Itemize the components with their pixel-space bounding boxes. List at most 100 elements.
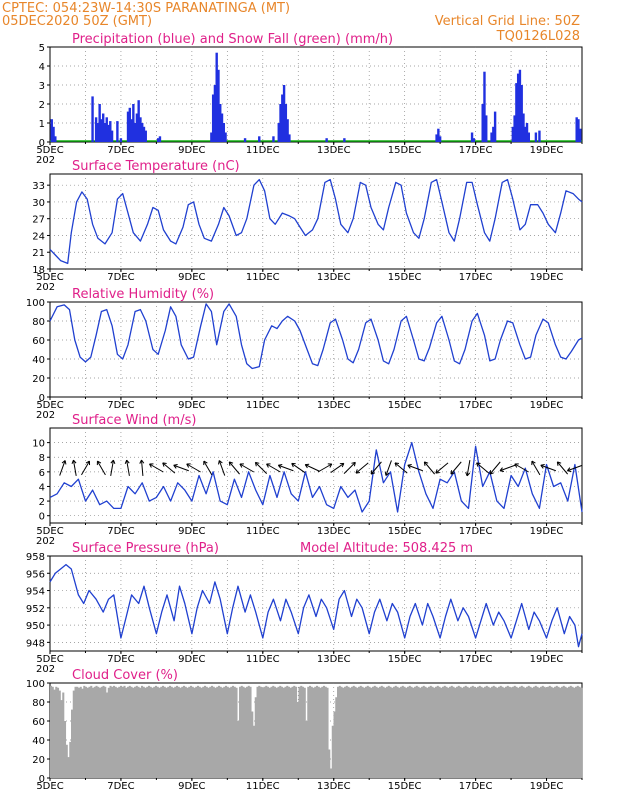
cloud-bar (580, 687, 583, 778)
precip-bar (217, 69, 220, 142)
x-tick-label: 17DEC (459, 654, 493, 665)
x-tick-label: 17DEC (459, 781, 493, 792)
cloud-bar (541, 685, 544, 778)
cloud-bar (158, 687, 161, 778)
cloud-bar (531, 687, 534, 778)
cloud-bar (534, 685, 537, 778)
y-tick-label: 0 (39, 774, 45, 785)
panel-0: 0 1 2 3 4 5 5DEC 7DEC 9DEC 11DEC 13DEC 15DEC 17DEC 19… (36, 32, 583, 166)
cloud-bar (415, 685, 418, 778)
cloud-bar (79, 686, 82, 778)
cloud-bar (443, 685, 446, 778)
cloud-bar (328, 749, 331, 778)
cloud-bar (326, 687, 329, 778)
cloud-bar (76, 686, 79, 778)
wind-arrow-head (476, 462, 481, 467)
precip-bar (490, 132, 493, 142)
cloud-bar (179, 687, 182, 778)
cloud-bar (461, 687, 464, 778)
cloud-bar (289, 687, 292, 778)
precip-bar (575, 117, 578, 142)
cloud-bar (487, 686, 490, 778)
cloud-bar (200, 687, 203, 778)
cloud-bar (160, 686, 163, 778)
cloud-bar (407, 686, 410, 778)
x-tick-label: 13DEC (317, 526, 351, 537)
cloud-bar (387, 685, 390, 778)
x-tick-label: 19DEC (530, 272, 564, 283)
cloud-bar (128, 685, 131, 778)
precip-bar (513, 115, 516, 142)
wind-arrow-head (567, 467, 572, 472)
wind-arrow (343, 461, 356, 475)
cloud-bar (212, 686, 215, 778)
cloud-bar (55, 686, 58, 778)
cloud-bar (345, 685, 348, 778)
cloud-bar (377, 687, 380, 778)
cloud-bar (95, 685, 98, 778)
wind-arrow (567, 464, 583, 472)
precip-bar (213, 85, 217, 142)
cloud-bar (149, 686, 152, 778)
cloud-bar (450, 685, 453, 778)
cloud-bar (550, 686, 553, 778)
wind-arrow-head (266, 463, 271, 468)
y-tick-label: 80 (32, 317, 45, 328)
y-tick-label: 24 (32, 231, 45, 242)
cloud-bar (368, 686, 371, 778)
cloud-bar (176, 685, 179, 778)
wind-arrow-head (489, 470, 494, 475)
y-tick-label: 0 (39, 393, 45, 404)
cloud-bar (471, 685, 474, 778)
cloud-bar (454, 687, 457, 778)
wind-arrow-head (139, 459, 145, 464)
cloud-bar (524, 687, 527, 778)
wind-arrow (72, 460, 77, 476)
cloud-bar (548, 685, 551, 778)
cloud-bar (172, 687, 175, 778)
precip-bar (281, 94, 284, 142)
cloud-bar (394, 685, 397, 778)
cloud-bar (466, 686, 469, 778)
cloud-bar (148, 685, 151, 778)
cloud-bar (163, 686, 166, 778)
wind-arrow (476, 462, 490, 474)
wind-arrow-head (239, 463, 244, 468)
cloud-bar (120, 685, 123, 778)
header-model-id: TQ0126L028 (496, 29, 580, 44)
precip-bar (126, 111, 130, 142)
cloud-bar (142, 686, 145, 778)
cloud-bar (424, 686, 427, 778)
precip-bar (511, 126, 515, 142)
cloud-bar (478, 685, 481, 778)
x-tick-label: 13DEC (317, 781, 351, 792)
precip-bar (222, 123, 225, 142)
cloud-bar (85, 686, 88, 778)
x-tick-label: 17DEC (459, 526, 493, 537)
precip-bar (470, 132, 474, 142)
wind-arrow-head (540, 464, 545, 469)
cloud-bar (429, 685, 432, 778)
cloud-bar (440, 687, 443, 778)
cloud-bar (72, 690, 75, 778)
x-year-prefix: 202 (36, 410, 55, 421)
cloud-bar (261, 687, 264, 778)
x-tick-label: 15DEC (388, 654, 422, 665)
y-tick-label: 948 (26, 638, 45, 649)
wind-arrow (489, 461, 501, 475)
cloud-bar (340, 686, 343, 778)
cloud-bar (379, 686, 382, 778)
wind-arrow (110, 460, 114, 476)
cloud-bar (265, 685, 268, 778)
precip-bar (137, 100, 140, 142)
cloud-bar (566, 687, 569, 778)
cloud-bar (319, 687, 322, 778)
x-year-prefix: 202 (36, 155, 55, 166)
cloud-bar (93, 686, 96, 778)
cloud-bar (293, 685, 296, 778)
wind-arrow (81, 460, 90, 476)
wind-arrow-head (277, 464, 283, 469)
x-tick-label: 7DEC (107, 145, 134, 156)
cloud-bar (223, 686, 226, 778)
wind-arrow (203, 460, 213, 476)
